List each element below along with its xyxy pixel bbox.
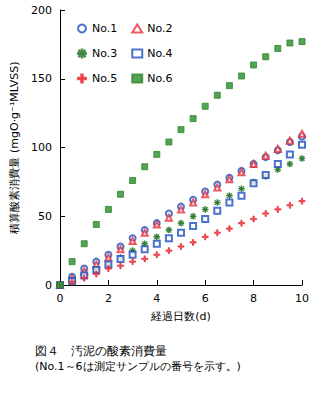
svg-text:10: 10 (295, 292, 309, 305)
svg-text:経過日数(d): 経過日数(d) (150, 310, 211, 323)
svg-text:200: 200 (31, 4, 52, 17)
svg-text:積算酸素消費量 (mgO·g⁻¹MLVSS): 積算酸素消費量 (mgO·g⁻¹MLVSS) (8, 61, 21, 233)
svg-text:No.4: No.4 (147, 47, 172, 60)
svg-text:2: 2 (105, 292, 112, 305)
svg-text:図４ 汚泥の酸素消費量: 図４ 汚泥の酸素消費量 (35, 344, 167, 358)
svg-text:No.6: No.6 (147, 72, 172, 85)
svg-text:0: 0 (57, 292, 64, 305)
svg-text:50: 50 (38, 210, 52, 223)
svg-text:No.3: No.3 (92, 47, 117, 60)
svg-text:No.2: No.2 (147, 22, 172, 35)
svg-text:100: 100 (31, 141, 52, 154)
svg-text:6: 6 (202, 292, 209, 305)
svg-text:No.5: No.5 (92, 72, 117, 85)
svg-text:(No.1～6は測定サンプルの番号を示す。): (No.1～6は測定サンプルの番号を示す。) (35, 360, 241, 373)
svg-text:0: 0 (45, 279, 52, 292)
svg-text:No.1: No.1 (92, 22, 117, 35)
svg-text:8: 8 (250, 292, 257, 305)
svg-text:4: 4 (153, 292, 160, 305)
svg-text:150: 150 (31, 72, 52, 85)
